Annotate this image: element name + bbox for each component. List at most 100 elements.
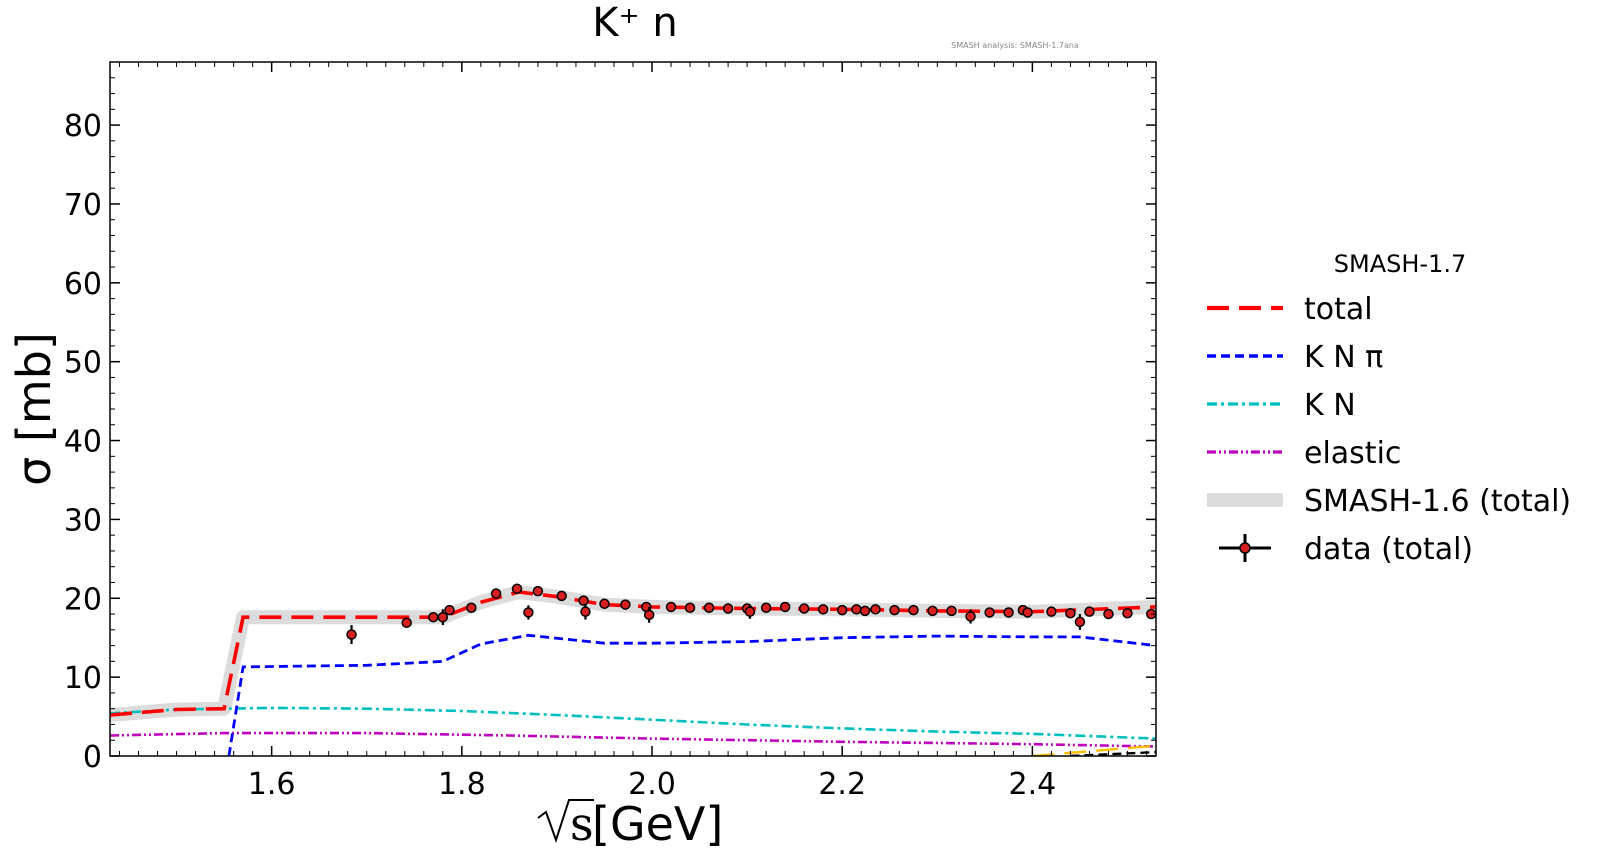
x-axis-label: s [GeV]	[537, 797, 723, 851]
data-point-marker	[428, 611, 439, 623]
data-point	[798, 603, 810, 614]
x-tick-label: 2.2	[818, 767, 866, 802]
data-point	[859, 605, 871, 617]
data-point	[643, 606, 655, 623]
data-point-marker	[684, 602, 696, 613]
x-tick-label: 1.8	[438, 767, 486, 802]
data-point	[665, 601, 677, 613]
data-point-marker	[965, 611, 976, 622]
data-point	[760, 602, 772, 613]
data-point	[946, 605, 957, 617]
data-point	[578, 595, 589, 606]
data-point-marker	[779, 601, 791, 613]
series-extra-1-line	[1032, 744, 1156, 756]
data-point-marker	[851, 604, 862, 615]
data-point-marker	[1003, 607, 1014, 618]
y-tick-label: 60	[64, 267, 102, 302]
y-tick-label: 20	[64, 582, 102, 617]
data-point	[444, 604, 455, 616]
data-point-marker	[346, 629, 357, 640]
data-point	[620, 599, 631, 610]
data-point	[779, 601, 791, 613]
data-point-marker	[1074, 616, 1086, 628]
data-point-marker	[532, 585, 544, 597]
data-point	[836, 604, 848, 616]
data-point-marker	[444, 604, 455, 616]
data-point-marker	[466, 602, 477, 613]
data-point	[1046, 606, 1057, 617]
data-point-marker	[722, 603, 734, 614]
data-point-marker	[1022, 607, 1033, 618]
y-tick-label: 10	[64, 661, 102, 696]
legend-label-data-total: data (total)	[1304, 532, 1473, 567]
data-point	[346, 625, 357, 645]
data-point	[965, 609, 976, 624]
data-points-layer	[346, 583, 1156, 645]
series-lines-layer	[110, 590, 1156, 756]
data-point	[684, 602, 696, 613]
x-axis-label-unit: [GeV]	[592, 797, 723, 851]
data-point	[556, 590, 567, 602]
x-axis-label-symbol: s	[570, 797, 594, 851]
plot-frame	[109, 61, 1157, 757]
data-point-marker	[889, 604, 900, 616]
data-point	[984, 607, 995, 618]
data-point	[744, 604, 756, 619]
data-point-marker	[1103, 608, 1114, 620]
data-point	[511, 583, 523, 595]
data-point	[532, 585, 544, 597]
series-total-line	[110, 590, 1156, 717]
data-point-marker	[556, 590, 567, 602]
data-point-marker	[511, 583, 523, 595]
data-point-marker	[817, 604, 829, 615]
data-point-marker	[643, 609, 655, 621]
y-tick-label: 40	[64, 425, 102, 460]
data-point	[703, 602, 715, 613]
legend: SMASH-1.7 total K N π K N elastic SMASH-1.6 …	[1207, 250, 1571, 567]
series-k-n-line	[110, 706, 1156, 740]
sqrt-symbol	[537, 799, 594, 844]
data-point-marker	[870, 604, 881, 615]
y-axis-label: σ [mb]	[7, 332, 61, 486]
data-point-marker	[578, 595, 589, 606]
legend-data-marker	[1219, 534, 1271, 562]
data-point-marker	[437, 611, 449, 623]
data-point	[927, 605, 938, 617]
legend-data-dot	[1239, 542, 1251, 554]
legend-label-total: total	[1304, 292, 1373, 327]
axis-ticks-layer: 1.6 1.8 2.0 2.2 2.4 0 10 20 30 40 50 60 70 80	[64, 62, 1156, 802]
data-point-marker	[665, 601, 677, 613]
y-tick-label: 70	[64, 188, 102, 223]
data-point-marker	[580, 606, 591, 617]
data-point-marker	[927, 605, 938, 617]
series-k-n-line	[227, 633, 1156, 756]
legend-label-k-n: K N	[1304, 388, 1356, 423]
data-point-marker	[798, 603, 810, 614]
y-tick-label: 30	[64, 503, 102, 538]
data-point	[466, 602, 477, 613]
data-point	[722, 603, 734, 614]
legend-title: SMASH-1.7	[1334, 250, 1466, 278]
data-point	[1122, 608, 1133, 619]
data-point-marker	[1065, 608, 1076, 619]
data-point-marker	[946, 605, 957, 617]
data-point	[851, 604, 862, 615]
data-point-marker	[1084, 606, 1095, 617]
data-point-marker	[859, 605, 871, 617]
data-point	[817, 604, 829, 615]
data-point-marker	[760, 602, 772, 613]
data-point	[1084, 606, 1095, 617]
data-point-marker	[744, 606, 756, 617]
data-point-marker	[908, 604, 919, 616]
data-point	[490, 588, 502, 599]
legend-label-elastic: elastic	[1304, 436, 1401, 471]
data-point-marker	[1122, 608, 1133, 619]
chart-title: K⁺ n	[592, 0, 677, 46]
x-tick-label: 2.0	[628, 767, 676, 802]
y-tick-label: 0	[83, 740, 102, 775]
data-point-marker	[599, 598, 610, 610]
data-point	[1003, 607, 1014, 618]
data-point	[428, 611, 439, 623]
data-point	[437, 609, 449, 626]
